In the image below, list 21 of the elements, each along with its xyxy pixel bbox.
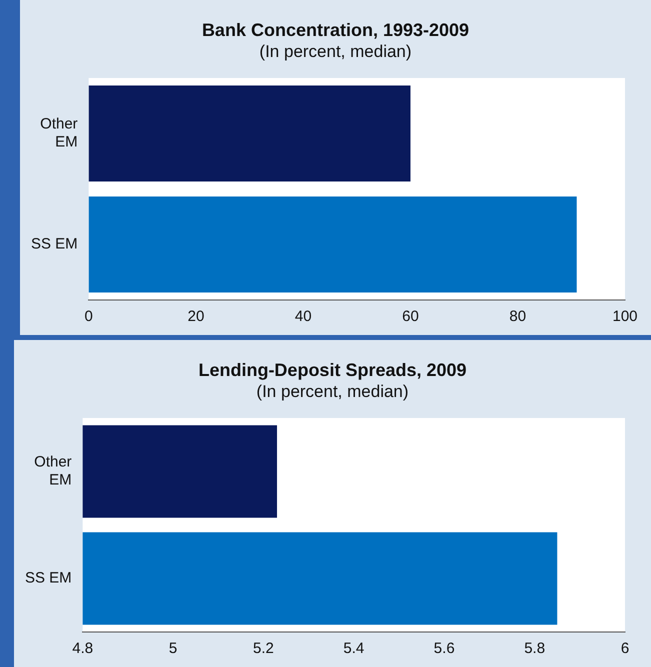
y-tick-label: Other EM [34,454,72,489]
x-tick-label: 100 [612,308,638,326]
x-tick-label: 5 [168,640,178,658]
x-tick-label: 6 [620,640,630,658]
chart-title: Bank Concentration, 1993-2009 [200,20,470,41]
x-tick-label: 20 [188,308,204,326]
x-tick-label: 5.6 [434,640,455,658]
chart-subtitle: (In percent, median) [258,42,413,62]
x-tick-label: 5.8 [524,640,546,658]
x-tick-label: 5.4 [343,640,364,658]
x-tick-label: 5.2 [253,640,274,658]
x-tick-label: 0 [84,308,93,326]
y-tick-label: SS EM [30,236,78,253]
y-tick-label: Other EM [40,116,78,151]
x-tick-label: 4.8 [72,640,94,658]
x-tick-label: 80 [509,308,526,326]
chart-subtitle: (In percent, median) [255,382,410,402]
x-tick-label: 40 [294,308,312,326]
x-tick-label: 60 [402,308,419,326]
chart-title: Lending-Deposit Spreads, 2009 [197,360,468,381]
y-tick-label: SS EM [24,570,72,587]
